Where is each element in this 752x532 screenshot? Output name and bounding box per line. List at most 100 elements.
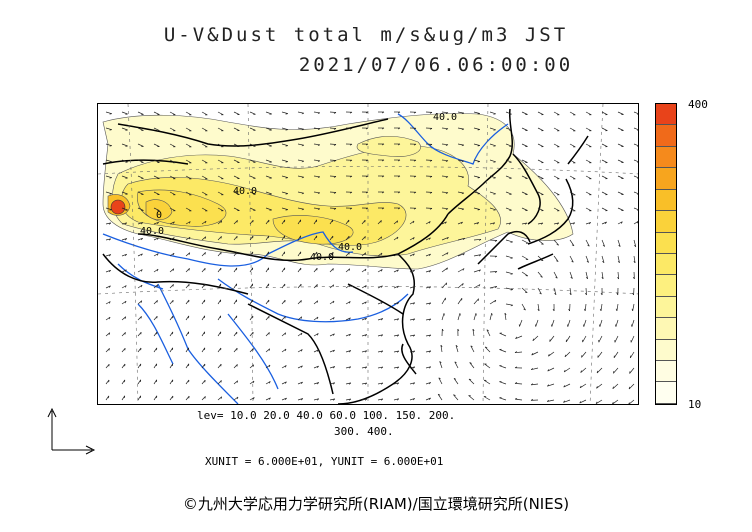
- wind-arrow-head: [472, 328, 475, 332]
- wind-arrow: [601, 221, 607, 225]
- wind-arrow-head: [412, 318, 416, 321]
- wind-arrow: [345, 219, 350, 225]
- wind-arrow-head: [413, 207, 417, 210]
- wind-arrow: [153, 237, 159, 241]
- wind-arrow: [153, 284, 159, 289]
- wind-arrow-head: [586, 260, 589, 263]
- wind-arrow: [553, 222, 559, 225]
- wind-arrow-head: [612, 402, 614, 404]
- wind-arrow: [201, 267, 206, 273]
- wind-arrow: [409, 398, 415, 401]
- wind-arrow: [345, 284, 351, 289]
- wind-arrow-head: [349, 207, 353, 210]
- wind-arrow-head: [580, 370, 582, 373]
- wind-arrow: [579, 383, 587, 389]
- wind-arrow: [617, 127, 624, 131]
- wind-arrow-head: [285, 209, 288, 211]
- wind-arrow-head: [412, 269, 415, 273]
- wind-arrow-head: [475, 313, 477, 316]
- wind-arrow-head: [445, 282, 448, 286]
- wind-arrow: [453, 394, 459, 401]
- wind-arrow: [361, 398, 367, 401]
- wind-arrow-head: [532, 338, 534, 341]
- wind-arrow: [169, 143, 176, 148]
- wind-arrow: [457, 298, 463, 305]
- wind-arrow: [121, 222, 127, 225]
- wind-arrow: [153, 253, 159, 257]
- wind-arrow: [281, 159, 288, 162]
- colorbar-cell: [656, 382, 676, 404]
- wind-arrow: [169, 175, 176, 180]
- wind-arrow-head: [300, 316, 303, 319]
- wind-arrow: [393, 318, 399, 321]
- wind-arrow-head: [477, 113, 480, 115]
- wind-arrow-head: [108, 238, 112, 241]
- wind-arrow: [409, 382, 415, 385]
- wind-arrow: [631, 319, 635, 327]
- wind-arrow-head: [413, 143, 417, 146]
- wind-arrow: [441, 313, 445, 321]
- chart-title: U-V&Dust total m/s&ug/m3 JST: [163, 24, 569, 46]
- wind-arrow-head: [615, 308, 618, 312]
- wind-arrow-head: [124, 316, 127, 319]
- wind-arrow: [281, 143, 288, 146]
- wind-arrow-head: [204, 220, 207, 224]
- wind-arrow: [440, 345, 443, 353]
- wind-arrow: [297, 316, 302, 321]
- wind-arrow: [585, 191, 592, 196]
- wind-arrow-head: [595, 401, 598, 404]
- wind-arrow: [345, 317, 351, 321]
- wind-arrow-head: [365, 159, 369, 162]
- wind-arrow: [441, 297, 446, 305]
- wind-arrow-head: [301, 176, 305, 179]
- wind-arrow: [217, 331, 222, 337]
- wind-arrow: [313, 175, 320, 178]
- wind-arrow: [628, 383, 635, 390]
- wind-arrow: [441, 207, 449, 210]
- wind-arrow: [514, 383, 523, 385]
- wind-arrow: [281, 207, 288, 210]
- wind-arrow: [537, 222, 543, 225]
- wind-arrow-head: [428, 237, 431, 240]
- wind-arrow-head: [469, 362, 472, 364]
- wind-arrow: [569, 127, 576, 132]
- wind-arrow: [281, 111, 288, 114]
- wind-arrow: [265, 299, 270, 305]
- wind-arrow: [425, 318, 431, 321]
- wind-arrow-head: [478, 284, 481, 287]
- wind-arrow: [521, 159, 528, 163]
- wind-arrow: [217, 127, 224, 132]
- wind-arrow: [217, 111, 224, 116]
- chart-timestamp: 2021/07/06.06:00:00: [298, 54, 574, 76]
- wind-arrow: [313, 267, 318, 273]
- wind-arrow-head: [108, 254, 112, 257]
- wind-arrow: [473, 222, 479, 225]
- wind-arrow-head: [124, 269, 127, 272]
- wind-arrow-head: [412, 220, 415, 224]
- wind-arrow: [185, 143, 192, 148]
- wind-arrow: [617, 271, 620, 280]
- wind-arrow-head: [602, 260, 605, 263]
- wind-arrow: [281, 332, 286, 337]
- wind-arrow-head: [445, 192, 449, 194]
- wind-arrow: [569, 111, 576, 116]
- wind-arrow: [601, 239, 606, 247]
- wind-arrow: [217, 175, 224, 180]
- wind-arrow-head: [412, 350, 416, 353]
- wind-arrow: [105, 191, 112, 195]
- wind-arrow: [553, 287, 557, 295]
- wind-arrow: [425, 237, 431, 241]
- wind-arrow: [553, 207, 560, 212]
- wind-arrow-head: [333, 112, 337, 114]
- wind-arrow: [579, 399, 587, 404]
- wind-arrow-head: [284, 332, 287, 335]
- wind-arrow: [121, 143, 128, 147]
- wind-arrow-head: [316, 365, 319, 369]
- wind-arrow-head: [381, 159, 385, 162]
- wind-arrow-head: [364, 236, 366, 239]
- wind-arrow: [489, 127, 496, 131]
- wind-arrow: [585, 287, 587, 296]
- wind-arrow-head: [204, 236, 207, 239]
- wind-arrow-head: [428, 253, 431, 257]
- wind-arrow-head: [364, 350, 368, 353]
